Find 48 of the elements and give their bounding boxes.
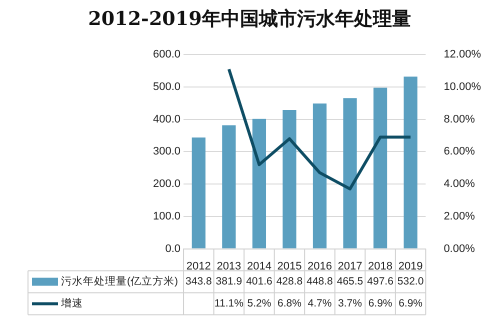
x-tick-label: 2019 [398, 260, 423, 272]
data-label: 343.8 [186, 276, 212, 288]
data-label: 11.1% [214, 298, 244, 310]
bar [373, 88, 388, 248]
x-tick-label: 2017 [338, 260, 362, 272]
bar [282, 110, 296, 248]
data-label: 6.9% [398, 298, 423, 310]
data-label: 497.6 [367, 276, 394, 288]
y-tick-label: 600.0 [152, 48, 181, 61]
data-label: 465.5 [336, 276, 364, 288]
data-label: 4.7% [308, 298, 332, 310]
data-label: 381.9 [216, 276, 242, 288]
data-label: 5.2% [247, 298, 272, 310]
y-tick-label: 400.0 [152, 113, 181, 126]
y2-tick-label: 12.00% [444, 48, 482, 61]
x-tick-label: 2018 [368, 260, 393, 272]
bar [222, 125, 236, 248]
x-tick-label: 2012 [186, 260, 211, 272]
y-tick-label: 300.0 [152, 146, 181, 158]
y2-tick-label: 0.00% [444, 242, 476, 255]
data-label: 428.8 [276, 276, 303, 288]
data-label: 532.0 [397, 276, 424, 288]
bar [192, 138, 206, 248]
y-tick-label: 100.0 [152, 210, 181, 222]
y-tick-label: 200.0 [152, 178, 181, 190]
y2-tick-label: 10.00% [444, 81, 482, 93]
x-tick-label: 2013 [216, 260, 242, 272]
legend-label: 增速 [60, 296, 83, 310]
bar [404, 76, 418, 248]
y2-tick-label: 6.00% [444, 146, 476, 158]
bar [343, 98, 357, 248]
y-tick-label: 500.0 [152, 81, 181, 93]
y-tick-label: 0.0 [165, 242, 181, 255]
y2-tick-label: 4.00% [444, 178, 476, 190]
data-label: 6.8% [278, 298, 302, 310]
x-tick-label: 2014 [246, 260, 272, 272]
bar [252, 118, 266, 248]
y2-tick-label: 2.00% [444, 210, 476, 222]
data-label: 401.6 [246, 276, 272, 288]
x-tick-label: 2016 [308, 260, 332, 272]
data-label: 6.9% [368, 298, 392, 310]
chart-title: 2012-2019年中国城市污水年处理量 [87, 7, 412, 32]
data-label: 3.7% [338, 298, 362, 310]
y2-tick-label: 8.00% [444, 113, 476, 126]
data-label: 448.8 [306, 276, 334, 288]
bar [312, 104, 327, 248]
x-tick-label: 2015 [277, 260, 302, 272]
legend-label: 污水年处理量(亿立方米) [61, 274, 178, 288]
